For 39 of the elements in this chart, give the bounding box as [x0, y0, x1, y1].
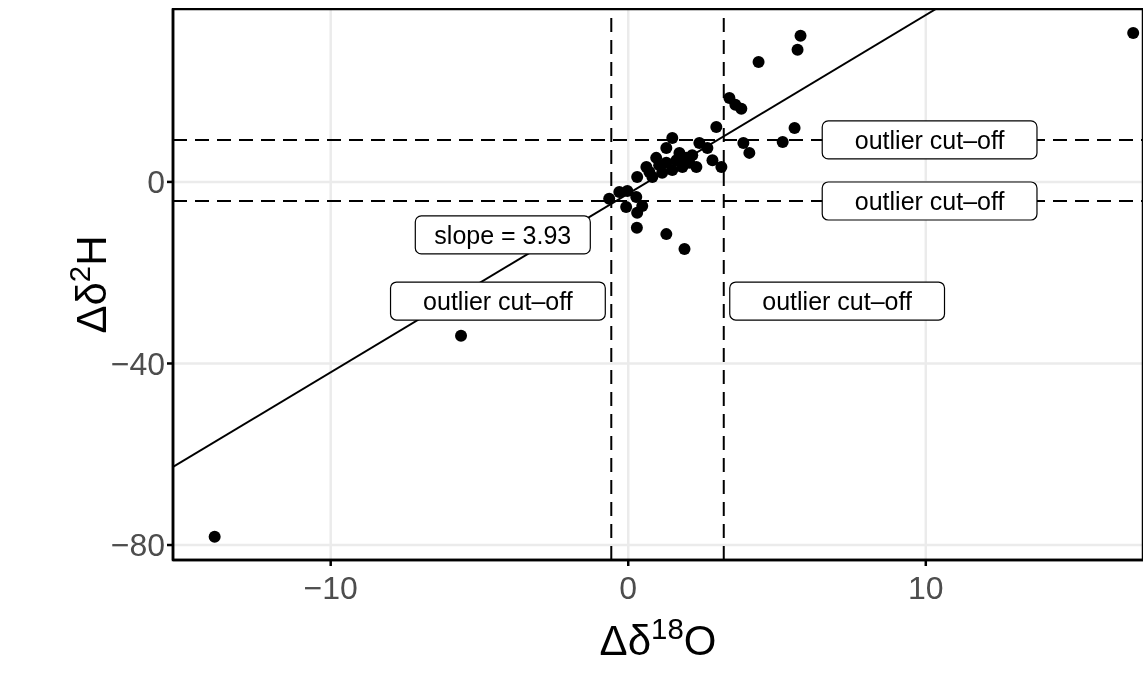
- point: [752, 56, 765, 69]
- point: [631, 206, 644, 219]
- point: [690, 160, 703, 173]
- point: [455, 329, 468, 342]
- point: [631, 170, 644, 183]
- y-tick-label: 0: [147, 164, 165, 201]
- point: [706, 154, 719, 167]
- point: [643, 165, 656, 178]
- point: [1127, 27, 1140, 40]
- annotation: slope = 3.93: [434, 220, 572, 249]
- point: [630, 221, 643, 234]
- ref-line-label: outlier cut–off: [854, 186, 1005, 215]
- point: [660, 141, 673, 154]
- y-tick-label: −80: [110, 527, 165, 564]
- point: [776, 135, 789, 148]
- point: [710, 121, 723, 134]
- point: [660, 156, 673, 169]
- ref-line-label: outlier cut–off: [854, 125, 1005, 154]
- point: [794, 29, 807, 42]
- x-tick-label: −10: [303, 569, 358, 606]
- point: [630, 190, 643, 203]
- point: [678, 243, 691, 256]
- x-axis-title: Δδ$^{18}$O: [599, 611, 717, 664]
- point: [788, 121, 801, 134]
- point: [603, 192, 616, 205]
- point: [666, 131, 679, 144]
- point: [791, 43, 804, 56]
- point: [660, 228, 673, 241]
- point: [620, 200, 633, 213]
- ref-line-label: outlier cut–off: [762, 287, 912, 316]
- point: [737, 136, 750, 149]
- point: [735, 102, 748, 115]
- point: [715, 160, 728, 173]
- point: [743, 146, 756, 159]
- point: [208, 530, 221, 543]
- ref-line-label: outlier cut–off: [423, 287, 573, 316]
- x-tick-label: 10: [907, 569, 944, 606]
- y-tick-label: −40: [110, 345, 165, 382]
- x-tick-label: 0: [619, 569, 638, 606]
